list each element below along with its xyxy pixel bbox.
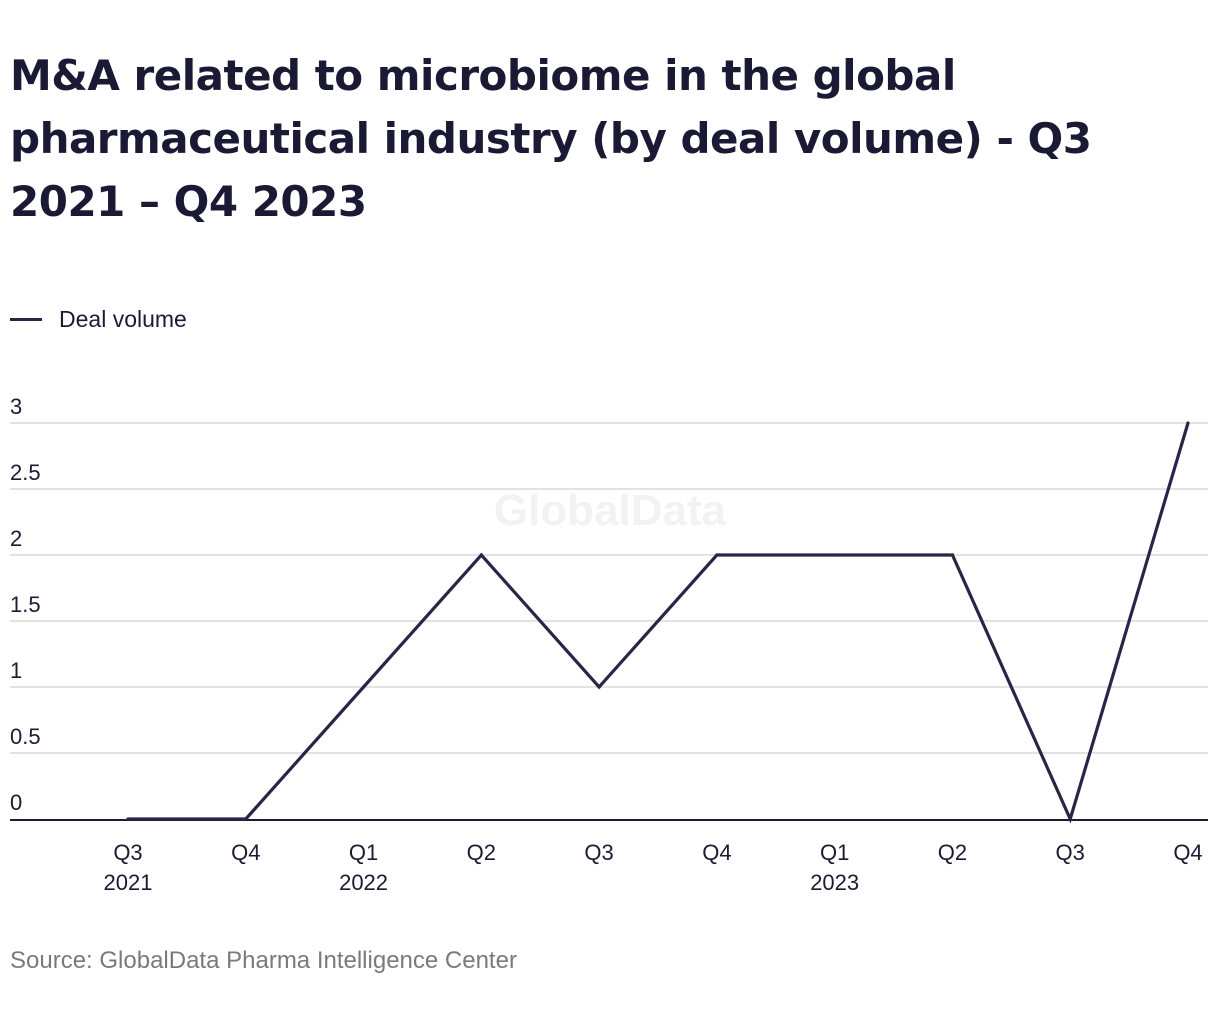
data-point: [597, 685, 601, 689]
data-point: [1186, 421, 1190, 425]
x-tick-year-label: 2023: [810, 870, 859, 895]
x-tick-label: Q2: [938, 840, 967, 865]
watermark-text: GlobalData: [494, 486, 727, 535]
y-tick-label: 2: [10, 526, 22, 551]
y-axis-ticks: 0 0.5 1 1.5 2 2.5 3: [10, 394, 41, 815]
series-line-deal-volume: [128, 422, 1190, 824]
x-tick-label: Q4: [702, 840, 731, 865]
legend-line-swatch: [10, 318, 42, 321]
data-point: [479, 553, 483, 557]
series-deal-volume: [126, 421, 1190, 824]
legend-label-deal-volume: Deal volume: [59, 306, 187, 332]
x-tick-year-label: 2022: [339, 870, 388, 895]
gridlines: [10, 422, 1208, 754]
x-tick-label: Q4: [1173, 840, 1202, 865]
legend: Deal volume: [10, 306, 187, 333]
x-tick-label: Q4: [231, 840, 260, 865]
data-point: [950, 553, 955, 557]
x-tick-label: Q3: [584, 840, 613, 865]
x-tick-label: Q2: [467, 840, 496, 865]
data-point: [833, 553, 837, 557]
data-point: [1068, 817, 1072, 821]
chart-title: M&A related to microbiome in the global …: [10, 51, 1092, 226]
x-tick-label: Q3: [1056, 840, 1085, 865]
y-tick-label: 1: [10, 658, 22, 683]
data-point: [715, 553, 719, 557]
x-tick-label: Q1: [820, 840, 849, 865]
data-point: [361, 685, 366, 689]
y-tick-label: 3: [10, 394, 22, 419]
x-tick-year-label: 2021: [104, 870, 153, 895]
x-tick-label: Q1: [349, 840, 378, 865]
data-point: [126, 817, 130, 821]
x-axis-ticks: Q3 2021 Q4 Q1 2022 Q2 Q3 Q4 Q1 2023 Q2 Q3 Q4: [104, 840, 1203, 895]
y-tick-label: 0: [10, 790, 22, 815]
x-tick-label: Q3: [113, 840, 142, 865]
source-note: Source: GlobalData Pharma Intelligence C…: [10, 947, 517, 974]
y-tick-label: 1.5: [10, 592, 41, 617]
y-tick-label: 2.5: [10, 460, 41, 485]
data-point: [244, 817, 248, 821]
y-tick-label: 0.5: [10, 724, 41, 749]
